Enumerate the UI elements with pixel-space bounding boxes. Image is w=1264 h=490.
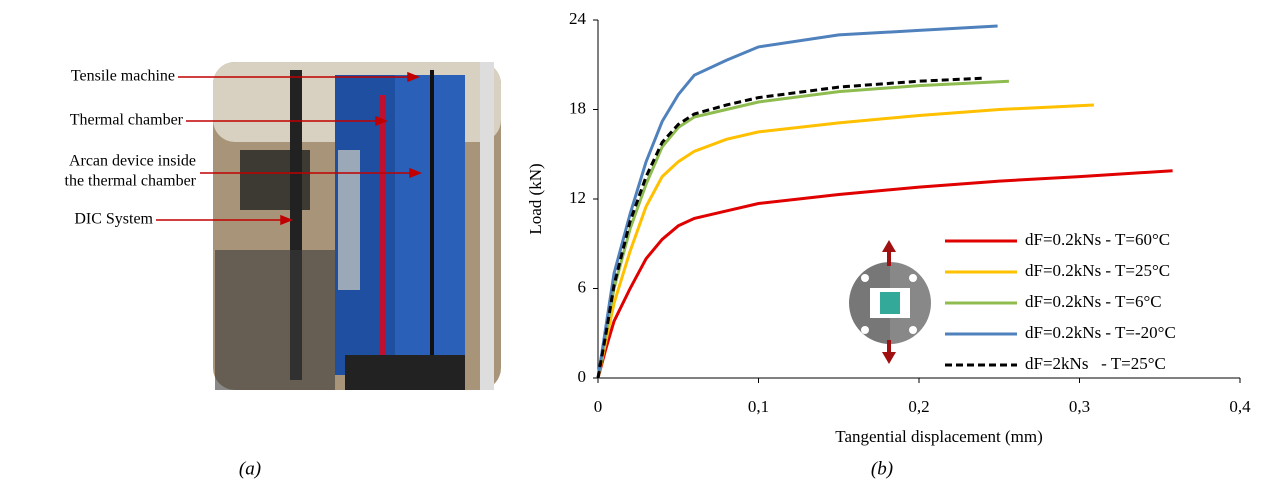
x-axis-label: Tangential displacement (mm) — [835, 427, 1042, 446]
legend-label: dF=0.2kNs - T=25°C — [1025, 261, 1170, 280]
y-tick-label: 24 — [569, 9, 587, 28]
legend-label: dF=0.2kNs - T=-20°C — [1025, 323, 1176, 342]
x-tick-label: 0,1 — [748, 397, 769, 416]
y-axis-label: Load (kN) — [526, 163, 545, 234]
y-tick-label: 6 — [578, 277, 587, 296]
photo-arrows — [156, 71, 423, 226]
specimen-icon — [849, 240, 931, 364]
annotation: Arcan device inside — [69, 153, 196, 170]
series-line — [596, 169, 1173, 379]
series-line — [596, 76, 984, 379]
legend-label: dF=2kNs - T=25°C — [1025, 354, 1166, 373]
x-tick-label: 0 — [594, 397, 603, 416]
series-line — [596, 103, 1094, 379]
series-line — [596, 24, 998, 379]
annotation: Thermal chamber — [70, 112, 184, 129]
annotation: the thermal chamber — [65, 173, 197, 190]
annotation: DIC System — [74, 211, 153, 228]
legend-label: dF=0.2kNs - T=60°C — [1025, 230, 1170, 249]
x-tick-label: 0,2 — [908, 397, 929, 416]
x-tick-label: 0,3 — [1069, 397, 1090, 416]
caption: (b) — [871, 458, 893, 479]
legend-label: dF=0.2kNs - T=6°C — [1025, 292, 1162, 311]
annotation: Tensile machine — [71, 68, 175, 85]
y-tick-label: 18 — [569, 98, 586, 117]
y-tick-label: 0 — [578, 367, 587, 386]
caption: (a) — [239, 458, 261, 479]
y-tick-label: 12 — [569, 188, 586, 207]
photo — [213, 62, 501, 390]
x-tick-label: 0,4 — [1229, 397, 1251, 416]
